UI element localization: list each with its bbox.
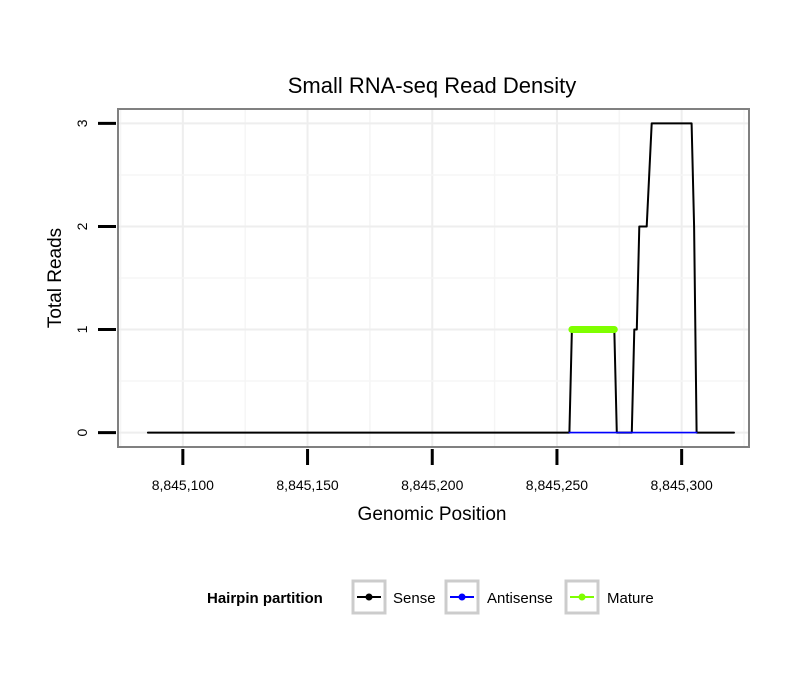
x-axis-label: Genomic Position xyxy=(358,504,507,525)
y-tick-label: 2 xyxy=(74,222,90,230)
plot-panel-border xyxy=(117,108,750,448)
x-tick-label: 8,845,300 xyxy=(651,477,713,493)
series-lines xyxy=(146,122,735,434)
x-tick-label: 8,845,150 xyxy=(276,477,338,493)
x-tick-label: 8,845,100 xyxy=(152,477,214,493)
legend-key-point xyxy=(365,593,373,601)
y-tick-label: 0 xyxy=(74,428,90,436)
legend-title: Hairpin partition xyxy=(207,590,323,607)
legend-label-sense: Sense xyxy=(393,590,436,607)
y-tick-label: 1 xyxy=(74,325,90,333)
y-axis-label: Total Reads xyxy=(45,228,66,328)
chart-title: Small RNA-seq Read Density xyxy=(288,73,577,98)
legend-key-point xyxy=(578,593,586,601)
x-tick-label: 8,845,200 xyxy=(401,477,463,493)
legend: Hairpin partition Sense Antisense Mature xyxy=(207,579,654,615)
y-axis: 0 1 2 3 xyxy=(74,119,116,436)
legend-key-point xyxy=(458,593,466,601)
x-tick-label: 8,845,250 xyxy=(526,477,588,493)
y-tick-label: 3 xyxy=(74,119,90,127)
legend-label-mature: Mature xyxy=(607,590,654,607)
legend-label-antisense: Antisense xyxy=(487,590,553,607)
x-axis: 8,845,100 8,845,150 8,845,200 8,845,250 8,84… xyxy=(152,449,713,493)
grid xyxy=(118,109,749,447)
